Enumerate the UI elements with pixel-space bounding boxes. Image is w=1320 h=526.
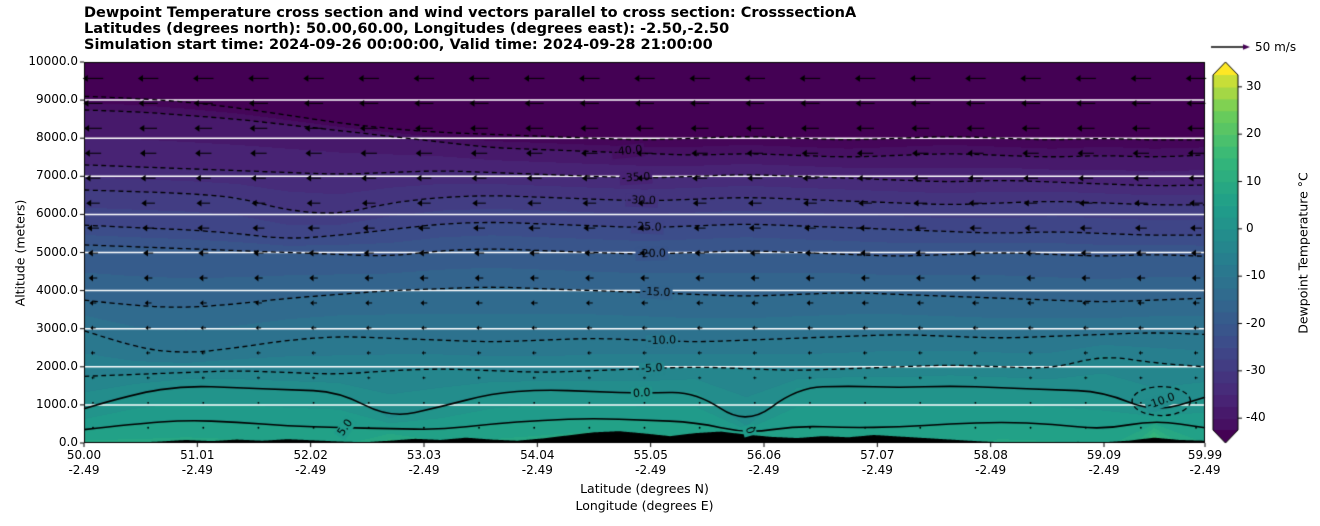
x-tick-label: 53.03 -2.49: [386, 448, 462, 478]
x-tick-longitude: -2.49: [1088, 463, 1120, 477]
colorbar-tick-label: 20: [1246, 126, 1262, 141]
x-tick-latitude: 59.99: [1187, 448, 1223, 462]
x-tick-label: 51.01 -2.49: [159, 448, 235, 478]
x-tick-longitude: -2.49: [521, 463, 553, 477]
x-tick-label: 52.02 -2.49: [273, 448, 349, 478]
x-tick-label: 56.06 -2.49: [726, 448, 802, 478]
x-tick-longitude: -2.49: [975, 463, 1007, 477]
x-tick-latitude: 59.09: [1086, 448, 1122, 462]
y-tick-label: 4000.0: [36, 282, 78, 297]
x-tick-longitude: -2.49: [861, 463, 893, 477]
y-tick-label: 10000.0: [28, 54, 78, 68]
y-tick-label: 2000.0: [36, 358, 78, 373]
y-tick-label: 7000.0: [36, 168, 78, 183]
y-tick-label: 5000.0: [36, 244, 78, 259]
x-tick-label: 59.09 -2.49: [1066, 448, 1142, 478]
colorbar-tick-label: -40: [1246, 410, 1266, 425]
title-line-3: Simulation start time: 2024-09-26 00:00:…: [84, 37, 713, 53]
colorbar-tick-label: -20: [1246, 315, 1266, 330]
quiver-key-label: 50 m/s: [1255, 40, 1297, 54]
x-tick-latitude: 50.00: [66, 448, 102, 462]
y-tick-label: 6000.0: [36, 206, 78, 221]
title-line-2: Latitudes (degrees north): 50.00,60.00, …: [84, 21, 730, 37]
y-tick-label: 3000.0: [36, 320, 78, 335]
title-line-1: Dewpoint Temperature cross section and w…: [84, 5, 857, 21]
x-tick-longitude: -2.49: [295, 463, 327, 477]
colorbar-tick-label: -10: [1246, 268, 1266, 283]
x-tick-latitude: 54.04: [520, 448, 555, 462]
colorbar-tick-label: 10: [1246, 173, 1262, 188]
x-tick-longitude: -2.49: [748, 463, 780, 477]
y-tick-label: 8000.0: [36, 130, 78, 145]
x-tick-longitude: -2.49: [68, 463, 100, 477]
x-tick-latitude: 53.03: [406, 448, 442, 462]
colorbar-label: Dewpoint Temperature °C: [1295, 172, 1311, 334]
plot-title: Dewpoint Temperature cross section and w…: [84, 5, 856, 53]
x-tick-longitude: -2.49: [181, 463, 213, 477]
x-tick-label: 54.04 -2.49: [499, 448, 575, 478]
x-axis-label-longitude: Longitude (degrees E): [575, 498, 714, 513]
y-tick-label: 1000.0: [36, 396, 78, 411]
x-tick-label: 57.07 -2.49: [839, 448, 915, 478]
x-tick-label: 55.05 -2.49: [613, 448, 689, 478]
x-tick-latitude: 56.06: [746, 448, 782, 462]
x-tick-longitude: -2.49: [1189, 463, 1221, 477]
colorbar-tick-label: 0: [1246, 220, 1254, 235]
x-tick-latitude: 58.08: [973, 448, 1008, 462]
colorbar-tick-label: -30: [1246, 362, 1266, 377]
x-tick-label: 50.00 -2.49: [46, 448, 122, 478]
x-axis-label-latitude: Latitude (degrees N): [580, 481, 709, 496]
x-tick-label: 59.99 -2.49: [1167, 448, 1243, 478]
y-tick-label: 9000.0: [36, 92, 78, 107]
x-tick-latitude: 51.01: [180, 448, 215, 462]
x-tick-latitude: 57.07: [860, 448, 895, 462]
x-tick-longitude: -2.49: [408, 463, 440, 477]
x-tick-longitude: -2.49: [635, 463, 667, 477]
x-tick-label: 58.08 -2.49: [953, 448, 1029, 478]
y-tick-label: 0.0: [58, 435, 78, 449]
colorbar-tick-label: 30: [1246, 78, 1262, 93]
x-tick-latitude: 52.02: [293, 448, 328, 462]
x-tick-latitude: 55.05: [633, 448, 668, 462]
